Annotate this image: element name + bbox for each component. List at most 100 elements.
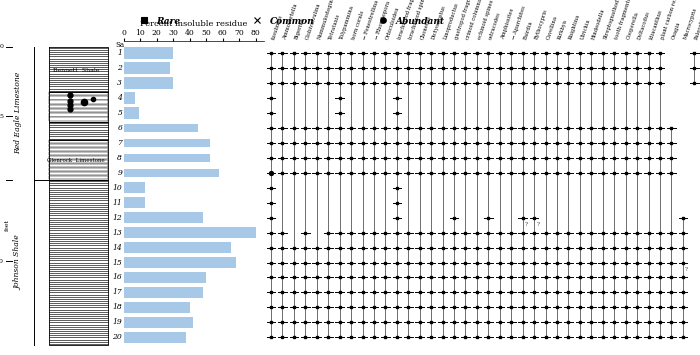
Bar <box>124 286 203 298</box>
Text: 10: 10 <box>113 184 122 192</box>
Text: Bairdia: Bairdia <box>523 20 533 40</box>
Text: 18: 18 <box>113 304 122 311</box>
Text: Osagia: Osagia <box>671 21 682 40</box>
Text: Dictyoclostus: Dictyoclostus <box>431 5 447 40</box>
Text: → Fenestrellina: → Fenestrellina <box>363 0 380 40</box>
Text: 3: 3 <box>118 79 122 87</box>
Text: Linoproductus: Linoproductus <box>442 2 459 40</box>
Text: Rare: Rare <box>156 17 180 26</box>
Text: Idiacanthus: Idiacanthus <box>648 9 663 40</box>
Text: Bythocypris: Bythocypris <box>534 8 549 40</box>
Text: Deltacodus: Deltacodus <box>637 10 651 40</box>
Text: Sample: Sample <box>115 41 142 49</box>
Bar <box>124 227 256 239</box>
Text: ?: ? <box>536 222 539 227</box>
Text: brachiopod spines: brachiopod spines <box>408 0 428 40</box>
Bar <box>49 92 108 95</box>
Text: 15: 15 <box>113 258 122 267</box>
Bar <box>49 118 108 121</box>
Bar <box>49 144 108 147</box>
Bar <box>49 152 108 155</box>
Bar <box>49 160 108 163</box>
Bar <box>124 212 203 223</box>
Bar <box>49 105 108 108</box>
Text: 8: 8 <box>118 154 122 162</box>
Bar <box>124 77 174 89</box>
Text: Globivalvulina: Globivalvulina <box>305 2 322 40</box>
Bar <box>124 92 135 104</box>
Text: Macrocypris: Macrocypris <box>682 7 698 40</box>
Text: 11: 11 <box>113 198 122 207</box>
Text: 2: 2 <box>118 64 122 72</box>
Bar <box>124 182 146 193</box>
Text: Orbiculoidea: Orbiculoidea <box>386 6 401 40</box>
Text: 7: 7 <box>118 139 122 147</box>
Text: 17: 17 <box>113 289 122 296</box>
Text: fusulinids: fusulinids <box>271 14 284 40</box>
Bar <box>49 168 108 171</box>
Text: Knightina: Knightina <box>568 13 582 40</box>
Bar <box>124 272 206 283</box>
Bar <box>124 138 209 147</box>
Text: 9: 9 <box>118 169 122 177</box>
Text: tooth fragments: tooth fragments <box>614 0 632 40</box>
Bar <box>124 197 146 208</box>
Text: Johnson Shale: Johnson Shale <box>15 235 22 290</box>
Bar <box>49 100 108 104</box>
Bar <box>49 172 108 175</box>
Text: 13: 13 <box>113 229 122 236</box>
Text: 5: 5 <box>118 109 122 117</box>
Text: echinoid spines: echinoid spines <box>477 0 494 40</box>
Bar <box>124 62 170 73</box>
Text: Bigerina: Bigerina <box>294 17 306 40</box>
Bar <box>124 332 186 343</box>
Text: crinoid columnals: crinoid columnals <box>466 0 485 40</box>
Bar <box>124 107 139 119</box>
Text: ?: ? <box>685 267 688 272</box>
Text: 14: 14 <box>113 244 122 252</box>
Text: → Aparchites: → Aparchites <box>511 5 527 40</box>
Bar <box>124 47 174 59</box>
Bar <box>124 242 231 253</box>
Text: 0: 0 <box>0 44 4 49</box>
Bar <box>124 257 236 268</box>
Text: horn corals: horn corals <box>351 10 365 40</box>
Text: Tetrataxis: Tetrataxis <box>328 13 342 40</box>
Text: 12: 12 <box>113 214 122 222</box>
Bar <box>49 156 108 159</box>
Text: plant carbon remains: plant carbon remains <box>660 0 682 40</box>
Text: Abundant: Abundant <box>395 17 444 26</box>
Text: Glenrock  Limestone: Glenrock Limestone <box>47 158 105 163</box>
Bar <box>124 169 219 177</box>
Text: feet: feet <box>5 219 10 231</box>
Text: Cooperella: Cooperella <box>626 11 639 40</box>
Text: 6: 6 <box>118 124 122 132</box>
Bar <box>124 154 209 162</box>
Text: → Rhombopora: → Rhombopora <box>374 0 391 40</box>
Text: Tolypammina: Tolypammina <box>340 4 356 40</box>
Text: 16: 16 <box>113 273 122 282</box>
Text: Common: Common <box>270 17 314 26</box>
Bar <box>49 148 108 151</box>
Text: 19: 19 <box>113 318 122 327</box>
Text: Nummulostegina: Nummulostegina <box>317 0 336 40</box>
Bar <box>49 96 108 99</box>
Text: Paleochinoidota: Paleochinoidota <box>694 0 700 40</box>
Text: gastropod fragments: gastropod fragments <box>454 0 476 40</box>
Text: 10: 10 <box>0 258 4 263</box>
Text: Red Eagle Limestone: Red Eagle Limestone <box>15 72 22 154</box>
Text: Streptognathodus: Streptognathodus <box>603 0 622 40</box>
Text: 4: 4 <box>118 94 122 102</box>
Text: Cavellina: Cavellina <box>545 15 558 40</box>
Text: Bennett  Shale: Bennett Shale <box>52 68 99 73</box>
Text: Chonetes: Chonetes <box>420 15 432 40</box>
Text: ostracodes: ostracodes <box>489 11 502 40</box>
Bar <box>124 317 193 328</box>
Bar <box>49 109 108 113</box>
Bar <box>124 124 198 132</box>
Text: Amphissites: Amphissites <box>500 8 514 40</box>
Text: Ulrichia: Ulrichia <box>580 18 592 40</box>
Text: brachiopod fragments: brachiopod fragments <box>397 0 420 40</box>
Text: ?: ? <box>525 222 528 227</box>
Bar <box>49 113 108 117</box>
